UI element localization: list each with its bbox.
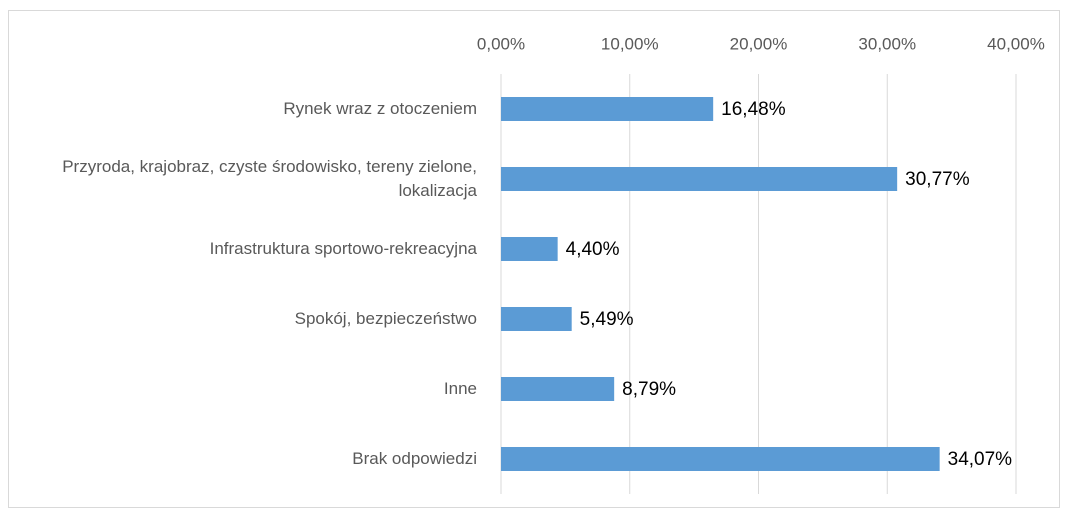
category-label: Inne xyxy=(443,379,477,398)
data-label: 5,49% xyxy=(580,309,634,330)
x-tick-label: 30,00% xyxy=(858,34,916,53)
bar xyxy=(501,447,940,471)
category-label: Rynek wraz z otoczeniem xyxy=(283,99,477,118)
x-tick-label: 10,00% xyxy=(601,34,659,53)
x-tick-label: 40,00% xyxy=(987,34,1045,53)
data-label: 30,77% xyxy=(905,169,970,190)
data-label: 16,48% xyxy=(721,99,786,120)
category-label: Przyroda, krajobraz, czyste środowisko, … xyxy=(62,157,477,200)
bar xyxy=(501,237,558,261)
bar xyxy=(501,167,898,191)
data-label: 8,79% xyxy=(622,379,676,400)
bar xyxy=(501,377,615,401)
x-tick-label: 20,00% xyxy=(730,34,788,53)
data-label: 4,40% xyxy=(566,239,620,260)
bar xyxy=(501,307,572,331)
x-tick-label: 0,00% xyxy=(477,34,525,53)
category-label: Brak odpowiedzi xyxy=(352,449,477,468)
bar xyxy=(501,97,714,121)
category-label: Spokój, bezpieczeństwo xyxy=(294,309,477,328)
chart-border xyxy=(8,10,1060,508)
data-label: 34,07% xyxy=(948,449,1013,470)
category-label: Infrastruktura sportowo-rekreacyjna xyxy=(209,239,477,258)
